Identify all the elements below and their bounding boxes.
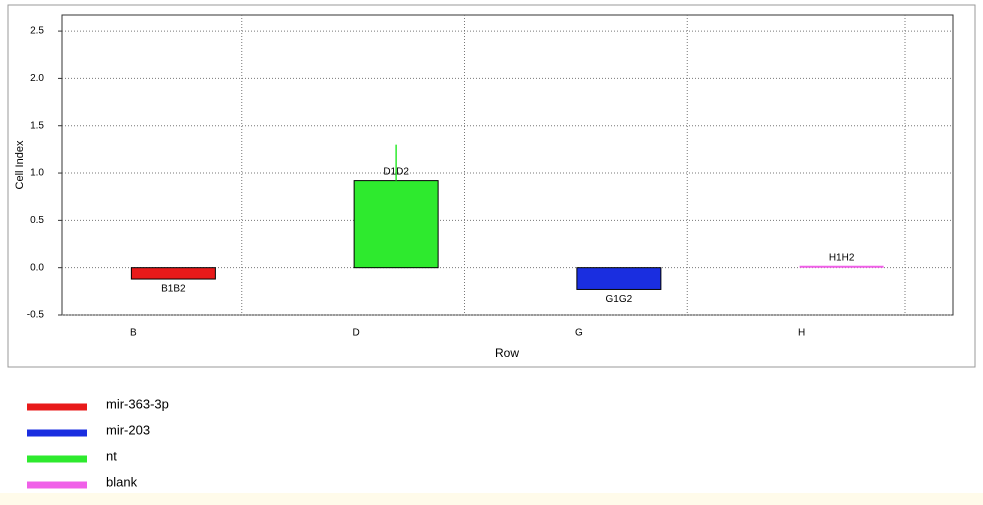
legend-label: mir-203	[106, 422, 150, 437]
y-tick-label: 1.5	[30, 120, 44, 131]
bar	[130, 267, 216, 280]
x-tick-label: G	[575, 328, 583, 339]
x-tick-label: B	[130, 328, 137, 339]
y-tick-label: 0.0	[30, 262, 44, 273]
plot-area	[61, 14, 954, 316]
x-tick-label: H	[798, 328, 805, 339]
y-tick-label: 2.5	[30, 26, 44, 37]
bar	[576, 267, 662, 290]
bar-label: D1D2	[383, 166, 409, 177]
y-tick-label: 2.0	[30, 73, 44, 84]
y-tick-label: 1.0	[30, 168, 44, 179]
y-tick-label: -0.5	[27, 310, 45, 321]
bar-label: H1H2	[829, 252, 855, 263]
bar-label: B1B2	[161, 284, 186, 295]
bar-label: G1G2	[606, 294, 633, 305]
x-tick-label: D	[353, 328, 360, 339]
legend-label: mir-363-3p	[106, 396, 169, 411]
legend-label: nt	[106, 448, 117, 463]
y-tick-label: 0.5	[30, 215, 44, 226]
bar	[353, 180, 439, 269]
chart-frame	[7, 4, 976, 368]
footer-band	[0, 493, 983, 505]
x-axis-title: Row	[495, 346, 519, 360]
legend-label: blank	[106, 474, 138, 489]
y-axis-title: Cell Index	[14, 140, 26, 189]
